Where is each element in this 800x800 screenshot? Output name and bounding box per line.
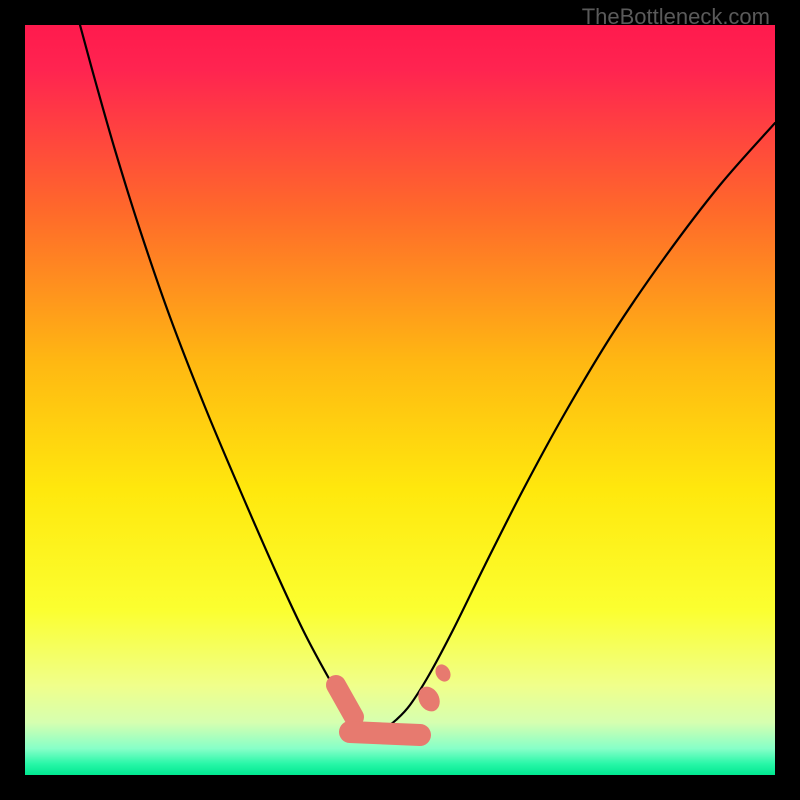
- chart-svg: [25, 25, 775, 775]
- marker-blob: [350, 732, 420, 735]
- gradient-background: [25, 25, 775, 775]
- chart-frame: TheBottleneck.com: [0, 0, 800, 800]
- watermark-text: TheBottleneck.com: [582, 4, 770, 30]
- plot-area: [25, 25, 775, 775]
